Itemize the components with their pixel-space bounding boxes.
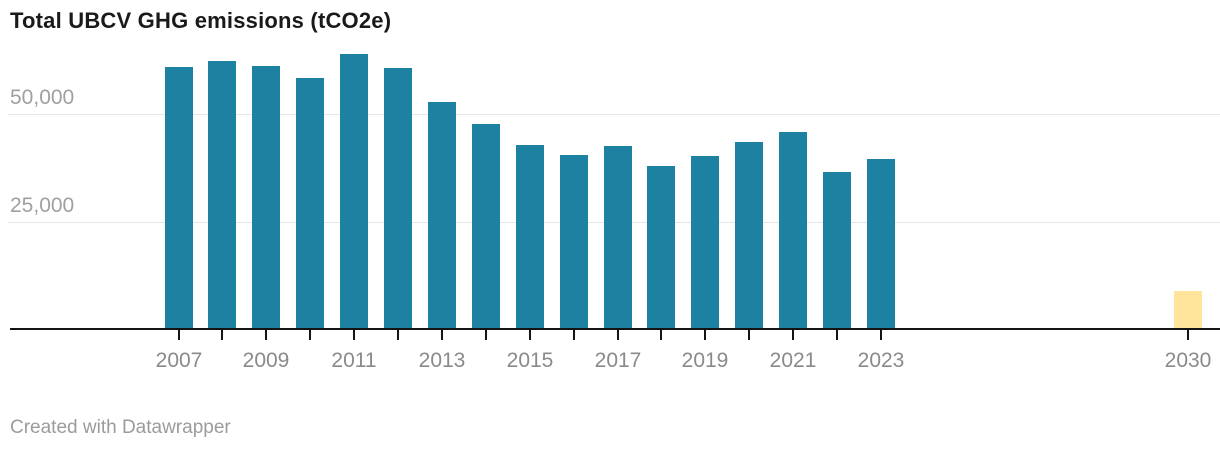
bar-2018 [647,166,675,329]
bar-2011 [340,54,368,329]
bar-2013 [428,102,456,329]
bar-2016 [560,155,588,329]
x-axis-tick-2022 [836,330,838,340]
x-axis-tick-2017 [617,330,619,340]
x-axis-label-2019: 2019 [681,349,729,372]
x-axis-label-2015: 2015 [506,349,554,372]
bar-2020 [735,142,763,329]
x-axis-label-2017: 2017 [594,349,642,372]
x-axis-label-2023: 2023 [857,349,905,372]
x-axis-tick-2019 [704,330,706,340]
x-axis-tick-2009 [265,330,267,340]
x-axis-tick-2013 [441,330,443,340]
x-axis-tick-2007 [178,330,180,340]
bar-2017 [604,146,632,329]
y-axis-label-25000: 25,000 [10,194,75,217]
x-axis-tick-2018 [660,330,662,340]
x-axis-label-2021: 2021 [769,349,817,372]
x-axis-label-2011: 2011 [331,349,377,372]
bar-2015 [516,145,544,329]
bar-2014 [472,124,500,329]
x-axis-label-2007: 2007 [155,349,203,372]
bar-2030 [1174,291,1202,329]
x-axis-tick-2008 [221,330,223,340]
bar-2008 [208,61,236,329]
x-axis-tick-2020 [748,330,750,340]
bar-2019 [691,156,719,329]
bar-2010 [296,78,324,329]
bar-2012 [384,68,412,329]
gridline-50000 [8,114,1220,115]
x-axis-tick-2023 [880,330,882,340]
y-axis-label-50000: 50,000 [10,86,75,109]
bar-2021 [779,132,807,329]
x-axis-tick-2010 [309,330,311,340]
x-axis-tick-2011 [353,330,355,340]
x-axis-tick-2015 [529,330,531,340]
x-axis-line [10,328,1220,330]
x-axis-label-2013: 2013 [418,349,466,372]
x-axis-tick-2014 [485,330,487,340]
x-axis-label-2030: 2030 [1164,349,1212,372]
datawrapper-credit: Created with Datawrapper [10,417,231,438]
x-axis-tick-2030 [1187,330,1189,340]
x-axis-tick-2021 [792,330,794,340]
bar-2023 [867,159,895,329]
x-axis-tick-2016 [573,330,575,340]
bar-2007 [165,67,193,329]
x-axis-label-2009: 2009 [242,349,290,372]
x-axis-tick-2012 [397,330,399,340]
chart-title: Total UBCV GHG emissions (tCO2e) [10,8,392,33]
bar-2009 [252,66,280,329]
bar-2022 [823,172,851,329]
